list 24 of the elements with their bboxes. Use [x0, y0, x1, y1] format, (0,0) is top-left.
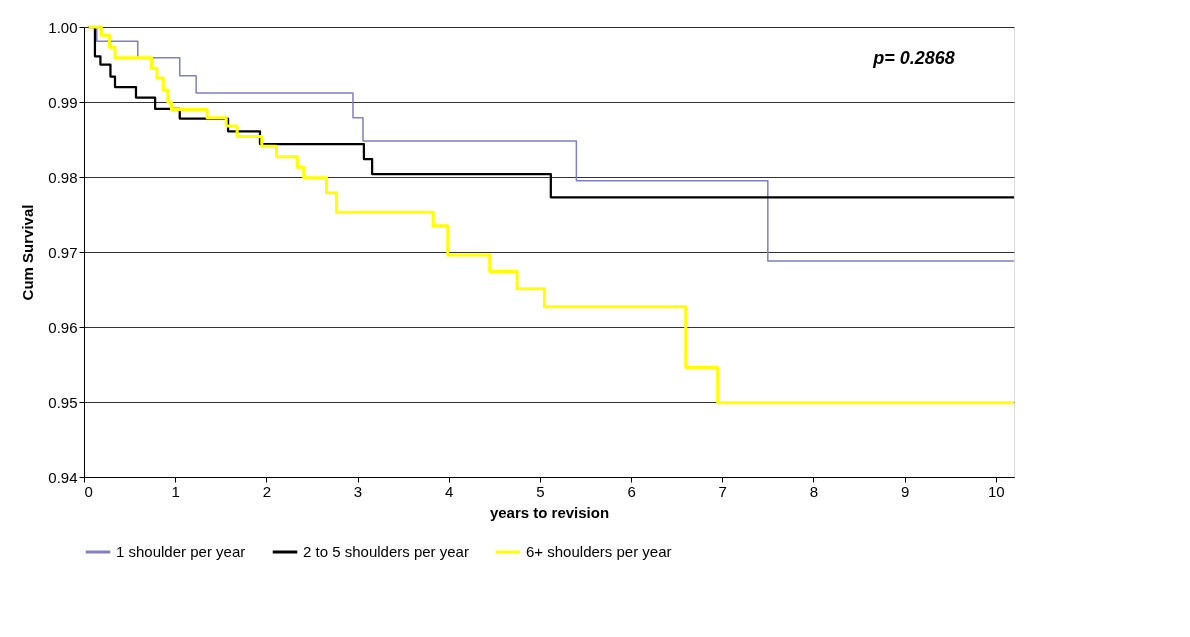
- y-tick-label: 0.96: [48, 318, 78, 336]
- x-axis-title: years to revision: [489, 503, 610, 521]
- legend-label: 1 shoulder per year: [116, 543, 246, 560]
- x-tick-label: 4: [445, 482, 454, 500]
- y-axis-title: Cum Survival: [19, 204, 37, 301]
- x-tick-label: 5: [536, 482, 545, 500]
- y-tick-label: 0.95: [48, 393, 78, 411]
- y-tick-label: 0.94: [48, 468, 78, 486]
- y-tick-label: 0.99: [48, 93, 78, 111]
- x-tick-label: 3: [353, 482, 363, 500]
- legend-label: 2 to 5 shoulders per year: [303, 543, 469, 560]
- x-tick-label: 7: [718, 482, 727, 500]
- x-tick-label: 1: [171, 482, 180, 500]
- x-tick-label: 8: [809, 482, 819, 500]
- x-tick-label: 9: [900, 482, 910, 500]
- x-tick-label: 2: [262, 482, 272, 500]
- x-tick-label: 10: [987, 482, 1005, 500]
- y-tick-label: 0.98: [48, 168, 78, 186]
- legend-label: 6+ shoulders per year: [526, 543, 672, 560]
- x-tick-label: 6: [627, 482, 636, 500]
- x-tick-label: 0: [84, 482, 93, 500]
- y-tick-label: 1.00: [48, 18, 78, 36]
- y-tick-label: 0.97: [48, 243, 78, 261]
- annotation: p= 0.2868: [872, 48, 955, 68]
